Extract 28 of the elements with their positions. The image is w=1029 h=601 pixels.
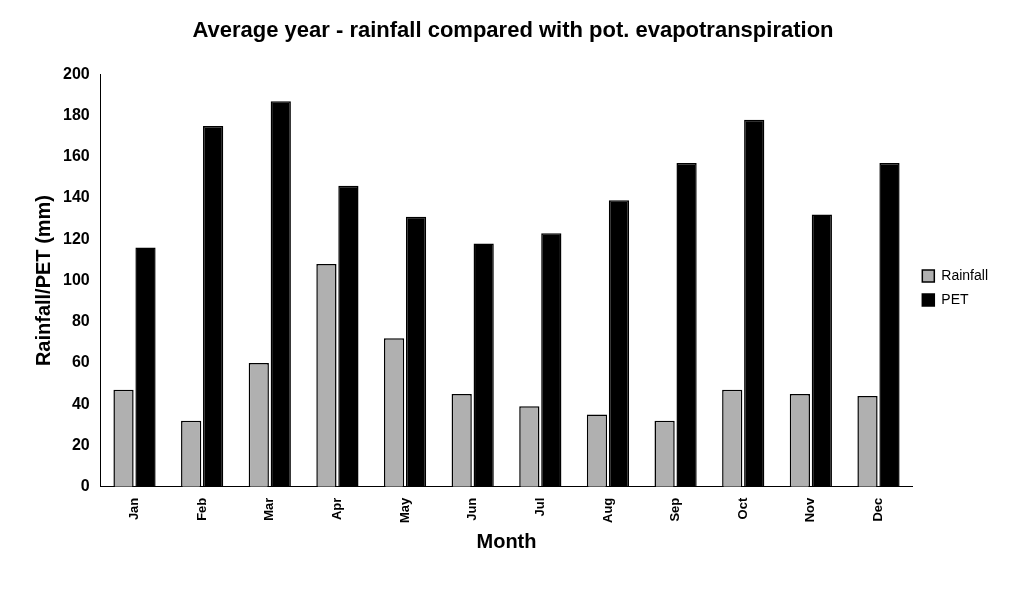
chart-title: Average year - rainfall compared with pot. evapotranspiration (192, 17, 834, 43)
x-tick-label: Nov (802, 496, 818, 523)
x-tick-label: Mar (261, 497, 277, 521)
x-axis-title: Month (476, 529, 537, 552)
y-tick-label: 120 (62, 229, 90, 247)
x-tick-label: May (396, 496, 412, 524)
y-tick-label: 140 (62, 188, 90, 206)
x-tick-label: Jun (464, 497, 480, 521)
y-tick-label: 160 (62, 147, 90, 165)
x-tick-label: Jul (531, 497, 547, 517)
legend-label: Rainfall (941, 266, 989, 283)
y-tick-label: 20 (71, 435, 90, 453)
x-tick-label: Sep (667, 497, 683, 522)
y-tick-label: 80 (71, 312, 90, 330)
x-tick-label: Apr (328, 497, 344, 521)
x-tick-label: Aug (599, 497, 615, 523)
x-tick-label: Jan (126, 497, 142, 521)
x-tick-label: Oct (734, 497, 750, 520)
y-tick-label: 200 (62, 64, 90, 82)
y-axis-title: Rainfall/PET (mm) (31, 194, 54, 367)
y-tick-label: 40 (71, 394, 90, 412)
y-tick-label: 0 (80, 477, 90, 495)
y-tick-label: 180 (62, 106, 90, 124)
x-tick-label: Dec (870, 497, 886, 522)
legend-label: PET (941, 290, 969, 307)
y-tick-label: 100 (62, 270, 90, 288)
x-tick-label: Feb (193, 497, 209, 521)
y-tick-label: 60 (71, 353, 90, 371)
